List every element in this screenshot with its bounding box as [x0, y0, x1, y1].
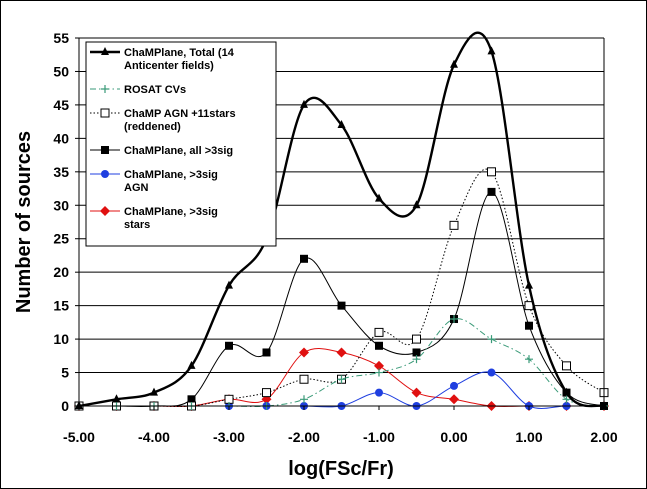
data-point [262, 348, 271, 357]
data-point [375, 368, 383, 377]
legend-swatch-marker [101, 170, 109, 178]
y-tick-label: 20 [53, 264, 69, 280]
data-point [187, 395, 196, 404]
data-point [449, 394, 459, 405]
data-point [487, 46, 496, 55]
data-point [487, 335, 496, 344]
data-point [374, 360, 384, 371]
legend-label: ChaMP AGN +11stars [124, 108, 236, 120]
data-point [225, 341, 233, 350]
data-point [299, 347, 309, 358]
data-point [300, 395, 308, 404]
legend-label: ChaMPlane, all >3sig [124, 145, 233, 157]
x-tick-label: 2.00 [590, 429, 617, 445]
legend-swatch-marker [100, 206, 110, 216]
data-point [412, 334, 421, 344]
data-point [525, 280, 533, 289]
legend-label: Anticenter fields) [124, 60, 214, 72]
y-tick-label: 15 [53, 298, 69, 314]
data-point [112, 394, 121, 403]
legend-label: ROSAT CVs [124, 84, 186, 96]
data-point [450, 381, 458, 390]
legend-label: ChaMPlane, Total (14 [124, 47, 235, 59]
data-point [525, 355, 533, 364]
legend-label: (reddened) [124, 121, 181, 133]
y-tick-label: 40 [53, 130, 69, 146]
data-point [450, 315, 458, 324]
data-point [412, 348, 421, 357]
x-tick-label: -5.00 [63, 429, 95, 445]
data-point [525, 321, 533, 330]
y-tick-label: 25 [53, 231, 69, 247]
legend-swatch-marker [101, 85, 109, 93]
y-tick-label: 35 [53, 164, 69, 180]
data-point [487, 167, 496, 177]
data-point [412, 200, 421, 209]
data-point [375, 388, 383, 397]
data-point [375, 341, 383, 350]
y-tick-label: 45 [53, 97, 69, 113]
axes [78, 37, 605, 407]
x-tick-label: -2.00 [288, 429, 320, 445]
data-point [336, 347, 347, 358]
tick-labels: -5.00 -4.00 -3.00 -2.00 -1.00 0.00 1.00 2.00 0 5 1… [53, 30, 617, 445]
legend-swatch-marker [101, 47, 109, 55]
y-tick-label: 55 [53, 30, 69, 46]
data-point [562, 395, 571, 404]
y-axis-title: Number of sources [13, 131, 35, 313]
data-point [337, 375, 346, 384]
data-point [300, 254, 308, 263]
data-point [150, 387, 158, 396]
data-point [449, 220, 459, 230]
data-point [412, 355, 421, 364]
data-point [487, 187, 496, 196]
y-tick-label: 0 [61, 398, 69, 414]
data-point [187, 360, 196, 369]
x-tick-label: -4.00 [138, 429, 170, 445]
legend-box [85, 41, 277, 247]
data-point [374, 327, 384, 337]
data-point [411, 387, 422, 398]
data-point [300, 99, 308, 108]
x-tick-label: 1.00 [515, 429, 542, 445]
x-axis-title: log(FSc/Fr) [288, 458, 394, 480]
data-point [450, 59, 458, 68]
legend-swatch-marker [101, 146, 109, 154]
data-point [487, 368, 496, 377]
y-tick-label: 5 [61, 365, 69, 381]
legend-label: stars [124, 219, 150, 231]
data-point [337, 119, 346, 128]
data-point [562, 361, 571, 371]
data-point [299, 374, 309, 384]
y-tick-label: 30 [53, 197, 69, 213]
x-tick-label: -3.00 [213, 429, 245, 445]
y-tick-label: 50 [53, 63, 69, 79]
data-point [562, 387, 571, 396]
data-point [262, 388, 271, 398]
series-line [78, 31, 605, 408]
series-line [79, 191, 605, 407]
legend-label: ChaMPlane, >3sig [124, 169, 218, 181]
y-tick-label: 10 [53, 331, 69, 347]
x-tick-label: 0.00 [440, 429, 467, 445]
data-point [337, 301, 346, 310]
data-point [225, 280, 233, 289]
legend-label: AGN [124, 182, 149, 194]
x-tick-label: -1.00 [363, 429, 395, 445]
legend-swatch-marker [100, 108, 110, 118]
legend-label: ChaMPlane, >3sig [124, 206, 218, 218]
data-point [375, 193, 383, 202]
